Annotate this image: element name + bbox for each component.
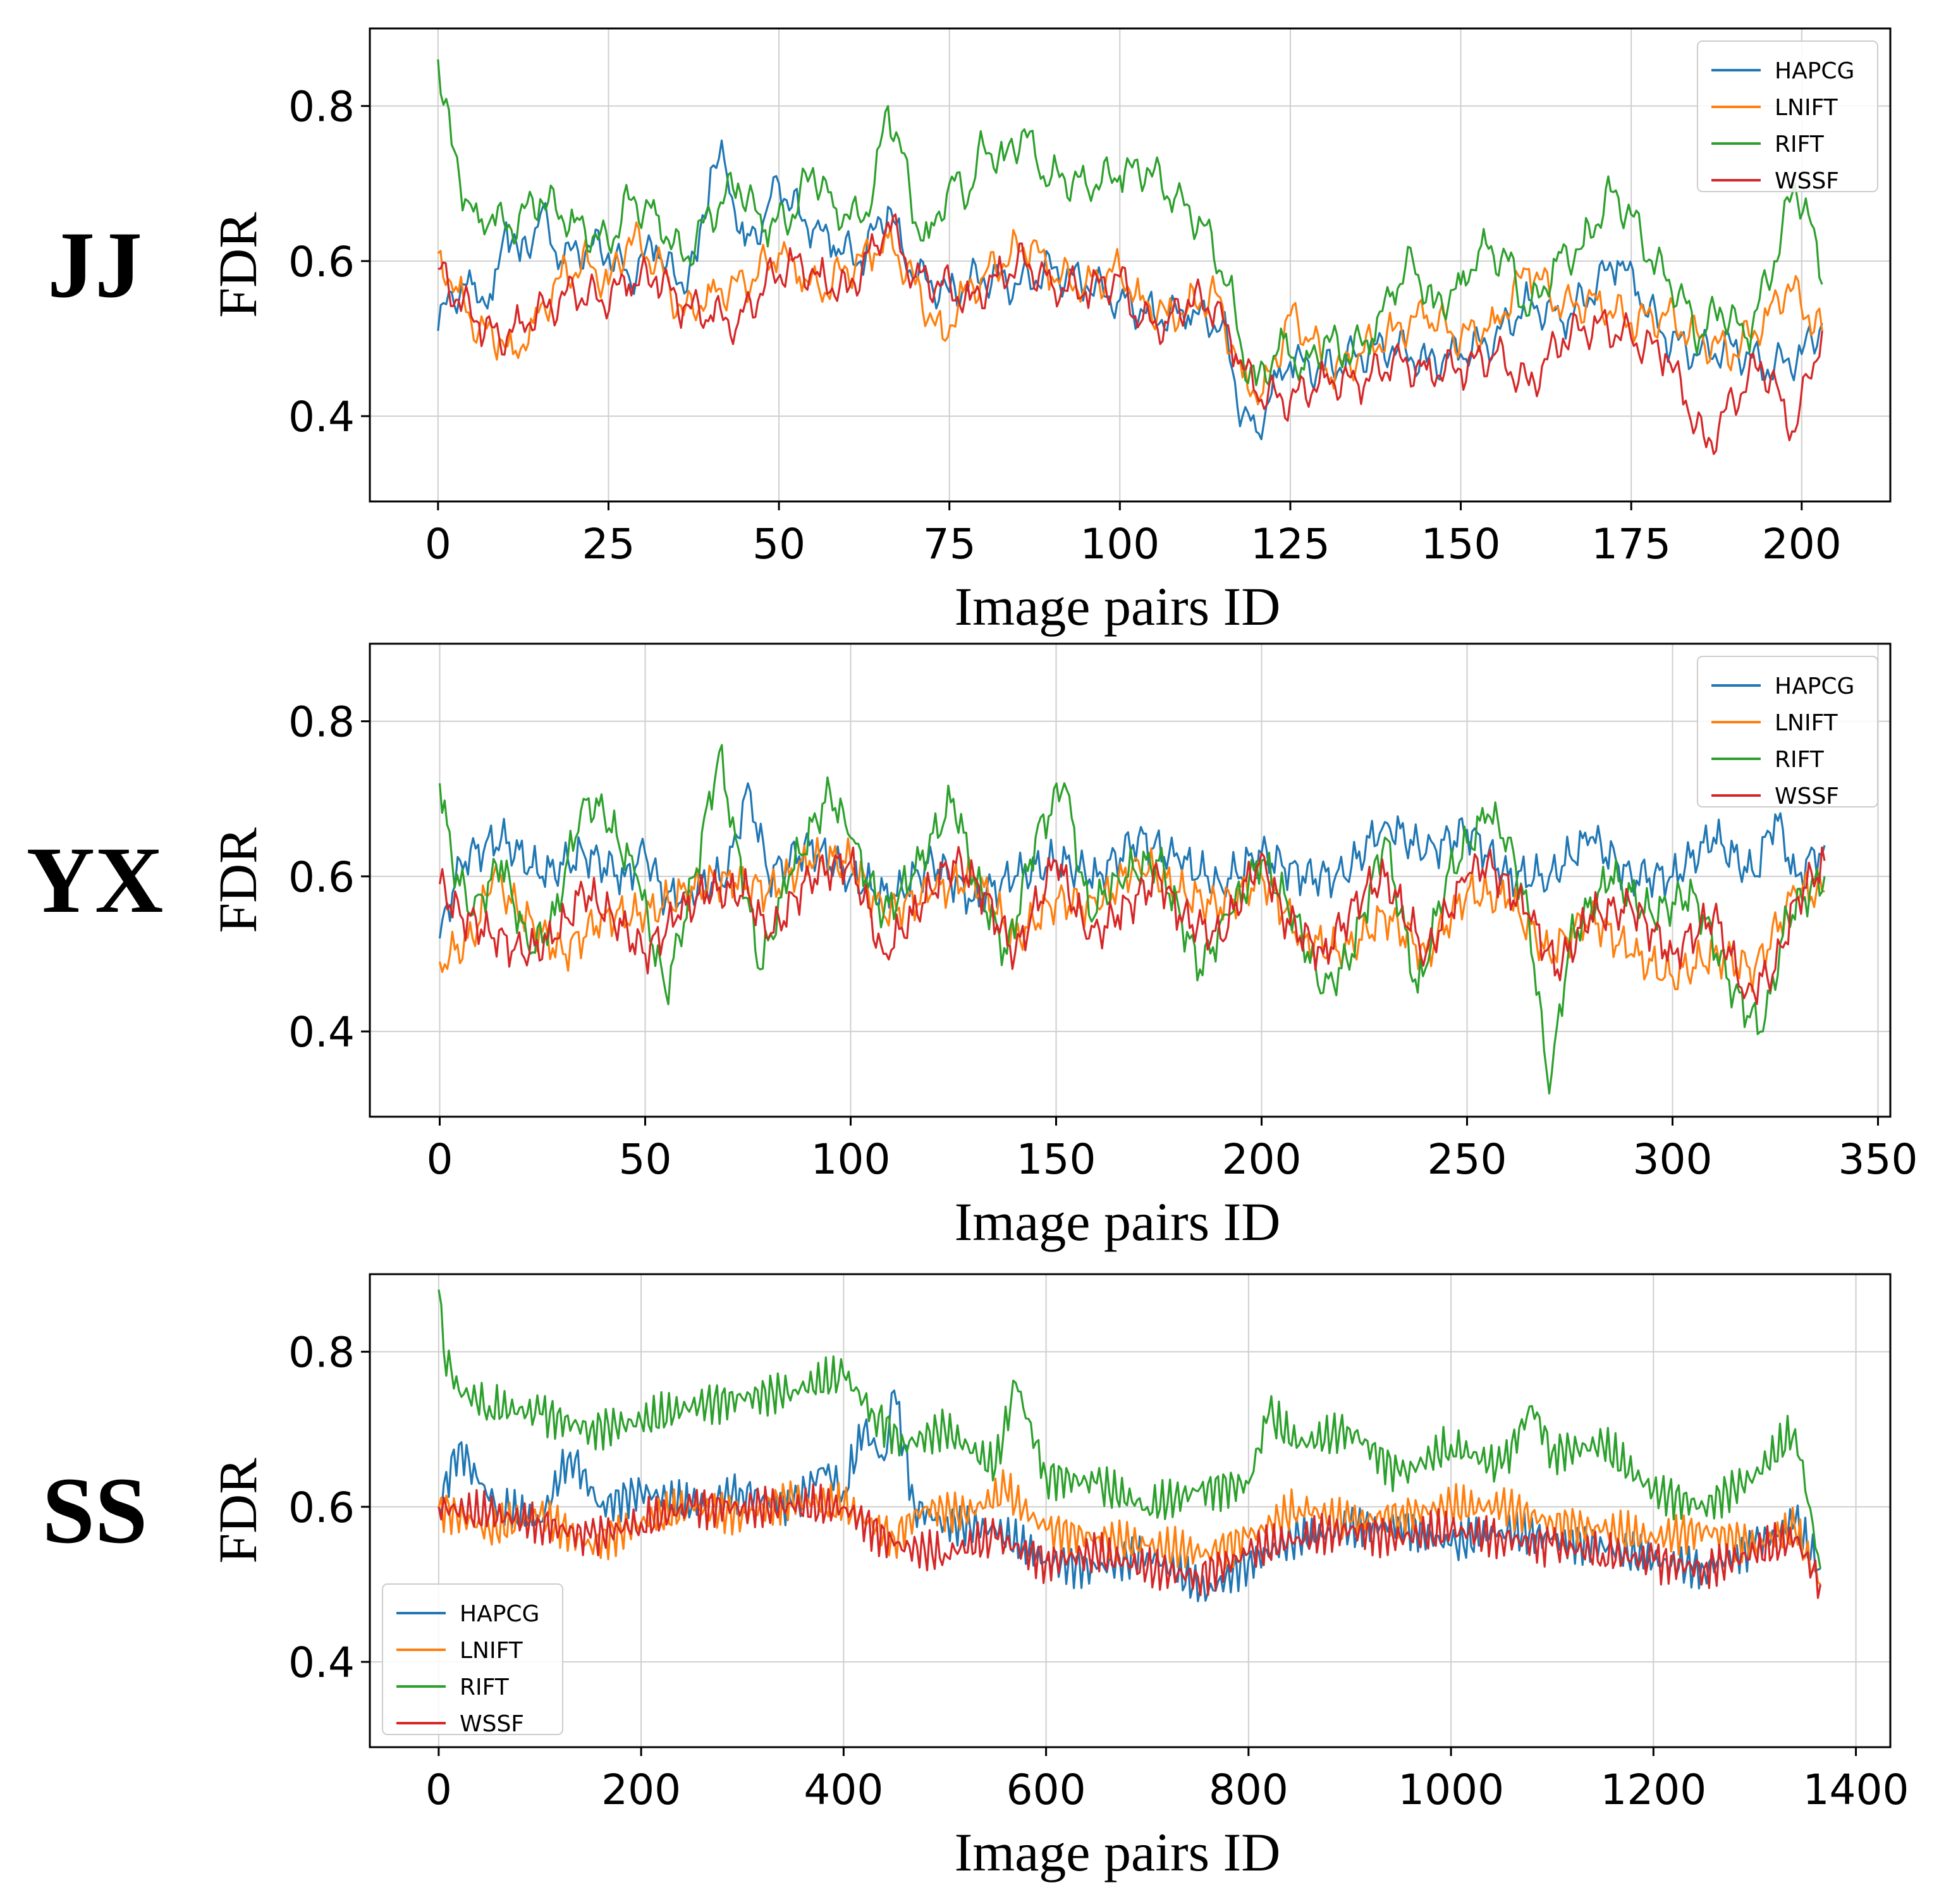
x-tick-label: 0 [425,1766,452,1814]
panel-label: JJ [47,212,142,317]
x-axis-title: Image pairs ID [955,1191,1281,1252]
legend-box [1697,656,1878,808]
series-line-hapcg [438,782,1826,939]
x-tick-label: 350 [1838,1135,1918,1184]
legend: HAPCG LNIFT RIFT WSSF [1697,656,1878,809]
x-tick-label: 175 [1591,520,1671,568]
legend-label: HAPCG [460,1601,539,1627]
legend-box [1697,40,1878,192]
y-tick-label: 0.8 [288,83,355,132]
x-axis-title: Image pairs ID [955,1822,1281,1883]
legend: HAPCG LNIFT RIFT WSSF [382,1583,563,1737]
series-line-wssf [437,1483,1822,1599]
x-tick-label: 1000 [1398,1766,1504,1814]
legend-label: HAPCG [1775,58,1854,84]
x-tick-label: 0 [425,520,451,568]
x-tick-label: 100 [1080,520,1159,568]
x-tick-label: 50 [619,1135,672,1184]
legend-label: WSSF [1775,783,1839,809]
x-tick-label: 600 [1006,1766,1086,1814]
series-line-rift [437,59,1823,386]
y-axis-title: FDR [207,827,268,933]
legend-label: LNIFT [1775,95,1838,121]
chart-panel-ss: 0 200 400 600 800 1000 1200 1400 0.4 0.6 0.8 Image … [42,1273,1909,1883]
x-tick-label: 150 [1421,520,1501,568]
x-tick-label: 25 [582,520,635,568]
y-tick-label: 0.6 [288,853,355,902]
x-tick-label: 0 [427,1135,453,1184]
x-tick-label: 200 [1762,520,1842,568]
x-tick-label: 1400 [1803,1766,1909,1814]
legend-label: LNIFT [460,1638,523,1664]
legend-box [382,1583,563,1735]
series-line-rift [437,1289,1822,1569]
y-tick-label: 0.4 [288,393,355,441]
legend: HAPCG LNIFT RIFT WSSF [1697,40,1878,194]
panel-label: SS [42,1458,148,1563]
y-tick-label: 0.4 [288,1638,355,1687]
chart-panel-jj: 0 25 50 75 100 125 150 175 200 0.4 0.6 0.8 Image pai… [47,27,1892,637]
axes-frame [369,1273,1892,1748]
series-line-lnift [437,1469,1821,1585]
legend-label: WSSF [460,1711,524,1737]
plot-area [370,1274,1890,1747]
x-tick-label: 150 [1017,1135,1096,1184]
x-tick-label: 50 [752,520,805,568]
x-tick-label: 200 [601,1766,681,1814]
chart-panel-yx: 0 50 100 150 200 250 300 350 0.4 0.6 0.8 Image pair… [27,642,1918,1252]
x-tick-label: 75 [923,520,976,568]
legend-label: RIFT [1775,132,1825,157]
x-tick-label: 125 [1251,520,1330,568]
legend-label: HAPCG [1775,673,1854,699]
y-tick-label: 0.8 [288,1329,355,1377]
x-tick-label: 250 [1428,1135,1507,1184]
legend-label: LNIFT [1775,710,1838,736]
y-tick-label: 0.8 [288,698,355,747]
y-axis-title: FDR [207,1458,268,1564]
y-axis-title: FDR [207,212,268,318]
axes-frame [369,27,1892,503]
x-tick-label: 400 [804,1766,883,1814]
panel-label: YX [27,828,164,933]
x-axis-title: Image pairs ID [955,576,1281,637]
y-tick-label: 0.4 [288,1008,355,1057]
series-line-rift [438,744,1826,1095]
x-tick-label: 800 [1209,1766,1288,1814]
x-tick-label: 300 [1633,1135,1713,1184]
y-tick-label: 0.6 [288,238,355,286]
y-tick-label: 0.6 [288,1483,355,1532]
series-line-wssf [437,213,1823,455]
legend-label: RIFT [460,1674,510,1700]
x-tick-label: 200 [1222,1135,1302,1184]
x-tick-label: 1200 [1600,1766,1706,1814]
legend-label: RIFT [1775,747,1825,773]
legend-label: WSSF [1775,168,1839,194]
x-tick-label: 100 [811,1135,891,1184]
axes-frame [369,642,1892,1118]
series-line-wssf [438,845,1826,1005]
